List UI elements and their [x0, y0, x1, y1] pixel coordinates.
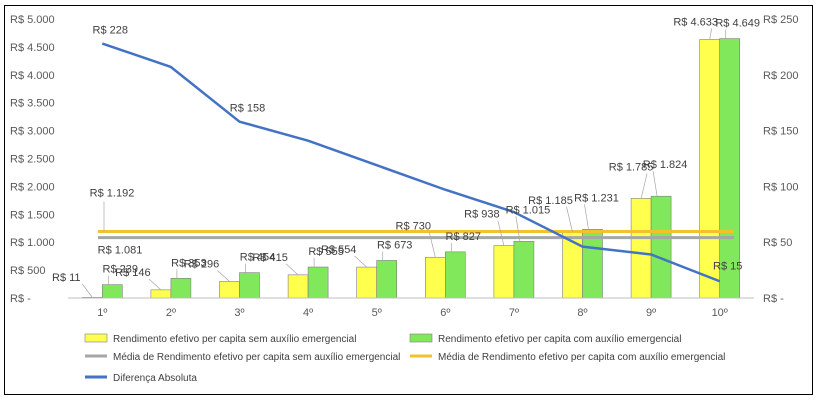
y-right-tick-label: R$ 200: [763, 70, 798, 82]
x-tick-label: 4º: [303, 307, 313, 319]
bar-com-auxilio: [307, 266, 329, 299]
y-left-tick-label: R$ 3.500: [10, 98, 55, 110]
x-tick-label: 2º: [166, 307, 176, 319]
data-label: R$ 554: [321, 244, 356, 256]
legend-label: Rendimento efetivo per capita sem auxíli…: [113, 334, 356, 345]
bar-sem-auxilio: [287, 274, 309, 299]
data-label-leader: [566, 206, 573, 232]
bar-sem-auxilio: [150, 289, 172, 299]
y-right-tick-label: R$ -: [763, 293, 784, 305]
data-label-leader: [709, 28, 713, 40]
data-label: R$ 1.192: [90, 187, 135, 199]
data-label: R$ 673: [377, 239, 412, 251]
difference-line: [101, 42, 721, 283]
x-tick-label: 6º: [440, 307, 450, 319]
data-label: R$ 827: [446, 231, 481, 243]
data-label: R$ 11: [52, 272, 81, 284]
x-tick-label: 8º: [577, 307, 587, 319]
y-left-tick-label: R$ 500: [10, 265, 45, 277]
data-label-leader: [148, 278, 162, 291]
bar-sem-auxilio: [356, 266, 378, 299]
data-label: R$ 15: [713, 260, 742, 272]
y-right-tick-label: R$ 100: [763, 181, 798, 193]
y-left-tick-label: R$ 3.000: [10, 126, 55, 138]
data-label-leader: [515, 216, 521, 242]
x-tick-label: 5º: [372, 307, 382, 319]
bar-com-auxilio: [170, 278, 192, 299]
data-label: R$ 555: [308, 246, 343, 258]
y-left-tick-label: R$ 1.500: [10, 209, 55, 221]
bar-com-auxilio: [239, 272, 260, 299]
x-tick-label: 7º: [509, 307, 519, 319]
legend-swatch: [84, 333, 108, 343]
y-left-tick-label: R$ 4.000: [10, 70, 55, 82]
y-left-tick-label: R$ 4.500: [10, 42, 55, 54]
bar-sem-auxilio: [424, 256, 446, 299]
bar-sem-auxilio: [630, 198, 652, 299]
bar-com-auxilio: [444, 251, 466, 299]
data-label: R$ 239: [103, 264, 138, 276]
bar-com-auxilio: [650, 195, 672, 299]
chart-frame: [4, 5, 813, 395]
y-left-tick-label: R$ 2.000: [10, 181, 55, 193]
data-label: R$ 4.633: [673, 16, 718, 28]
data-label: R$ 4.649: [715, 18, 760, 30]
x-tick-label: 10º: [712, 307, 728, 319]
data-label: R$ 1.824: [643, 159, 688, 171]
legend-swatch: [409, 333, 433, 343]
data-label: R$ 146: [115, 267, 150, 279]
data-label: R$ 296: [184, 258, 219, 270]
data-label: R$ 1.231: [574, 192, 619, 204]
data-label-leader: [285, 263, 299, 276]
bar-sem-auxilio: [219, 281, 240, 299]
data-label: R$ 158: [230, 103, 265, 115]
y-right-tick-label: R$ 250: [763, 14, 798, 26]
bar-sem-auxilio: [699, 39, 721, 299]
bar-sem-auxilio: [493, 245, 515, 299]
data-label-leader: [497, 220, 505, 246]
legend-label: Diferença Absoluta: [113, 373, 197, 384]
data-label-leader: [640, 173, 648, 199]
data-label: R$ 1.015: [506, 204, 551, 216]
data-label: R$ 228: [93, 25, 128, 37]
data-label-leader: [428, 232, 436, 258]
y-left-tick-label: R$ 1.000: [10, 237, 55, 249]
data-label: R$ 454: [240, 252, 275, 264]
legend-label: Média de Rendimento efetivo per capita s…: [113, 352, 400, 363]
data-label: R$ 415: [252, 252, 287, 264]
y-right-tick-label: R$ 150: [763, 126, 798, 138]
legend-label: Rendimento efetivo per capita com auxíli…: [438, 334, 681, 345]
x-tick-label: 3º: [234, 307, 244, 319]
data-label: R$ 353: [171, 257, 206, 269]
data-label-leader: [584, 204, 589, 230]
data-label: R$ 1.185: [528, 195, 573, 207]
data-label-leader: [354, 255, 367, 268]
data-label-leader: [217, 270, 230, 282]
y-left-tick-label: R$ 2.500: [10, 154, 55, 166]
y-left-tick-label: R$ 5.000: [10, 14, 55, 26]
data-label: R$ 1.081: [98, 245, 143, 257]
data-label-leader: [82, 283, 93, 298]
bar-com-auxilio: [102, 284, 123, 299]
bar-com-auxilio: [719, 38, 741, 299]
bar-com-auxilio: [376, 260, 398, 299]
data-label: R$ 938: [464, 209, 499, 221]
bar-com-auxilio: [582, 229, 603, 299]
bar-com-auxilio: [513, 241, 535, 299]
legend-label: Média de Rendimento efetivo per capita c…: [438, 352, 725, 363]
data-label-leader: [652, 171, 658, 197]
data-label: R$ 730: [396, 220, 431, 232]
data-label: R$ 1.785: [609, 161, 654, 173]
y-left-tick-label: R$ -: [10, 293, 31, 305]
y-right-tick-label: R$ 50: [763, 237, 792, 249]
x-tick-label: 1º: [97, 307, 107, 319]
x-tick-label: 9º: [646, 307, 656, 319]
